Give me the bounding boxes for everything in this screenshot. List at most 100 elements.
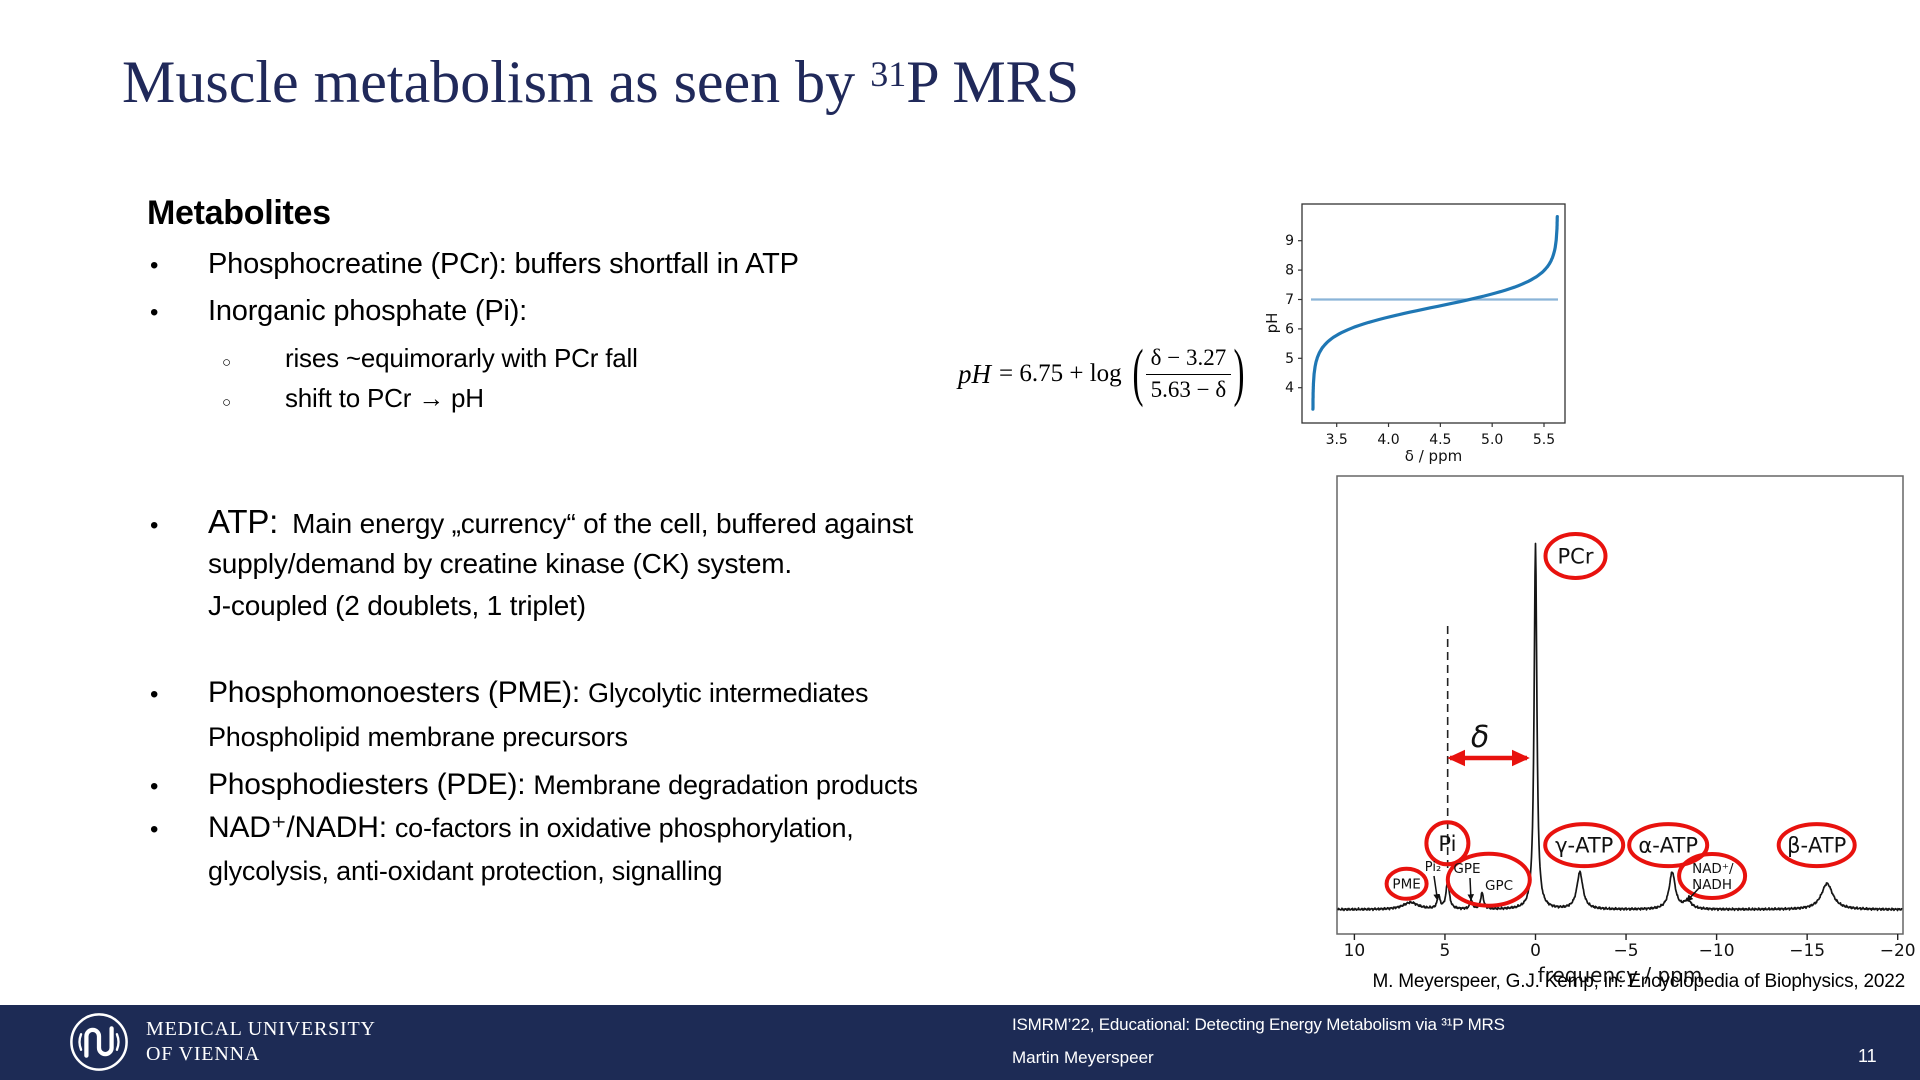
x-tick-label: −20 — [1880, 941, 1916, 961]
y-tick-label: 9 — [1285, 233, 1294, 249]
p31-spectrum-trace — [1337, 542, 1903, 912]
bullet-atp-lead: ATP: — [208, 503, 279, 540]
x-tick-label: 10 — [1344, 941, 1366, 961]
x-tick-label: −15 — [1789, 941, 1825, 961]
x-tick-label: −5 — [1614, 941, 1639, 961]
peak-pointer-arrow — [1467, 877, 1475, 901]
subbullet-equimolar-text: rises ~equimorarly with PCr fall — [285, 343, 638, 373]
annotation-label-NAD-NADH-0: NAD⁺/ — [1692, 861, 1734, 877]
x-tick-label: 0 — [1530, 941, 1541, 961]
bullet-marker: • — [150, 816, 159, 843]
bullet-pcr-text: Phosphocreatine (PCr): buffers shortfall… — [208, 248, 799, 280]
bullet-pme-lead: Phosphomonoesters (PME): — [208, 676, 581, 709]
annotation-ellipse--ATP — [1627, 822, 1710, 869]
annotation-label--ATP: α-ATP — [1638, 834, 1698, 858]
org-name-line1: MEDICAL UNIVERSITY — [146, 1018, 376, 1040]
spectrum-xlabel: frequency / ppm — [1538, 963, 1703, 987]
subbullet-marker: ○ — [222, 394, 231, 411]
slide-title-text: Muscle metabolism as seen by — [122, 49, 871, 115]
meduni-vienna-logo — [70, 1013, 128, 1071]
page-number: 11 — [1858, 1046, 1877, 1066]
annotation-label-NAD-NADH-1: NADH — [1692, 877, 1732, 893]
subbullet-shift: ○ shift to PCr → pH — [222, 383, 484, 414]
x-tick-label: 4.0 — [1377, 432, 1399, 448]
bullet-pme-rest: Glycolytic intermediates — [588, 678, 869, 708]
bullet-marker: • — [150, 252, 159, 279]
bullet-atp-line2: supply/demand by creatine kinase (CK) sy… — [208, 548, 792, 579]
annotation-label-PME: PME — [1392, 877, 1420, 893]
logo-ring — [70, 1013, 128, 1071]
org-name: MEDICAL UNIVERSITY OF VIENNA — [146, 1017, 376, 1067]
bullet-nad-rest: co-factors in oxidative phosphorylation, — [394, 813, 854, 843]
annotation-ellipse--ATP — [1543, 822, 1626, 869]
bullet-pde-lead: Phosphodiesters (PDE): — [208, 768, 526, 801]
slide-title: Muscle metabolism as seen by 31P MRS — [122, 48, 1079, 117]
ph-formula: pH = 6.75 + log ( δ − 3.27 5.63 − δ ) — [958, 338, 1247, 409]
annotation-ellipse-NAD-NADH — [1677, 852, 1748, 900]
bullet-nad: • NAD⁺/NADH: co-factors in oxidative phosp… — [150, 810, 854, 845]
formula-mid: = 6.75 + log — [999, 360, 1122, 388]
bullet-marker: • — [150, 299, 159, 326]
bullet-atp-line1: Main energy „currency“ of the cell, buff… — [292, 508, 914, 539]
bullet-pde-rest: Membrane degradation products — [533, 770, 918, 800]
annotation-label--ATP: γ-ATP — [1555, 834, 1613, 858]
bullet-pi-text: Inorganic phosphate (Pi): — [208, 295, 528, 327]
subbullet-shift-text: shift to PCr → pH — [285, 383, 484, 413]
section-heading: Metabolites — [147, 194, 331, 232]
annotation-ellipse-Pi — [1424, 820, 1471, 867]
x-tick-label: −10 — [1699, 941, 1735, 961]
formula-open-paren: ( — [1132, 337, 1144, 409]
subbullet-marker: ○ — [222, 354, 231, 371]
ph-titration-curve — [1311, 215, 1559, 411]
figure-citation: M. Meyerspeer, G.J. Kemp, in: Encycloped… — [1372, 971, 1905, 992]
p31-spectrum-figure: 10 5 0 −5 −10 −15 −20 frequency / ppm δ PCr Pi PME γ… — [1336, 475, 1916, 987]
bullet-nad-lead: NAD⁺/NADH: — [208, 811, 387, 844]
formula-close-paren: ) — [1233, 337, 1245, 409]
slide-title-suffix: P MRS — [906, 49, 1080, 115]
presenter-name: Martin Meyerspeer — [1012, 1048, 1154, 1067]
y-tick-label: 4 — [1285, 380, 1294, 396]
session-title: ISMRM’22, Educational: Detecting Energy … — [1012, 1015, 1505, 1034]
bullet-atp-line3: J-coupled (2 doublets, 1 triplet) — [208, 590, 586, 621]
peak-label-GPE: GPE — [1453, 861, 1480, 877]
annotation-ellipse-PCr — [1543, 532, 1608, 580]
peak-label-Pi-: Pi₂ — [1425, 860, 1441, 875]
logo-right-arc — [115, 1033, 120, 1051]
formula-fraction: δ − 3.27 5.63 − δ — [1145, 344, 1232, 405]
ph-plot-box — [1301, 203, 1566, 424]
bullet-pde: • Phosphodiesters (PDE): Membrane degradat… — [150, 768, 918, 802]
annotation-ellipse--ATP — [1776, 822, 1857, 869]
x-tick-label: 5.0 — [1481, 432, 1503, 448]
x-tick-label: 4.5 — [1429, 432, 1451, 448]
bullet-pme: • Phosphomonoesters (PME): Glycolytic inte… — [150, 676, 869, 710]
peak-pointer-arrow — [1433, 875, 1440, 901]
bullet-marker: • — [150, 512, 159, 539]
ph-chart-xlabel: δ / ppm — [1405, 447, 1462, 465]
annotation-ellipse-ellipse — [1445, 851, 1532, 908]
slide-title-superscript: 31 — [870, 54, 907, 94]
logo-m-mark — [84, 1026, 114, 1058]
subbullet-equimolar: ○ rises ~equimorarly with PCr fall — [222, 343, 638, 374]
y-tick-label: 7 — [1285, 292, 1294, 308]
bullet-marker: • — [150, 773, 159, 800]
formula-numerator: δ − 3.27 — [1145, 344, 1232, 375]
annotation-label-Pi: Pi — [1438, 832, 1456, 856]
y-tick-label: 5 — [1285, 351, 1294, 367]
ph-chart-ylabel: pH — [1265, 313, 1281, 334]
ph-vs-shift-chart: 3.5 4.0 4.5 5.0 5.5 4 5 6 7 8 9 δ / ppm pH — [1265, 203, 1566, 465]
annotation-label-PCr: PCr — [1558, 545, 1594, 569]
bullet-pcr: • Phosphocreatine (PCr): buffers shortfal… — [150, 248, 799, 281]
bullet-pi: • Inorganic phosphate (Pi): — [150, 295, 527, 328]
x-tick-label: 5.5 — [1533, 432, 1555, 448]
annotation-ellipse-PME — [1384, 866, 1429, 901]
footer-bar: MEDICAL UNIVERSITY OF VIENNA ISMRM’22, E… — [0, 1005, 1920, 1080]
bullet-marker: • — [150, 681, 159, 708]
bullet-nad-line2: glycolysis, anti-oxidant protection, sig… — [208, 856, 723, 886]
y-tick-label: 6 — [1285, 321, 1294, 337]
bullet-pme-line2: Phospholipid membrane precursors — [208, 722, 628, 752]
formula-ph: pH — [958, 358, 991, 389]
org-name-line2: OF VIENNA — [146, 1043, 261, 1065]
nad-pointer-arrow — [1686, 886, 1701, 902]
x-tick-label: 5 — [1440, 941, 1451, 961]
y-tick-label: 8 — [1285, 263, 1294, 279]
